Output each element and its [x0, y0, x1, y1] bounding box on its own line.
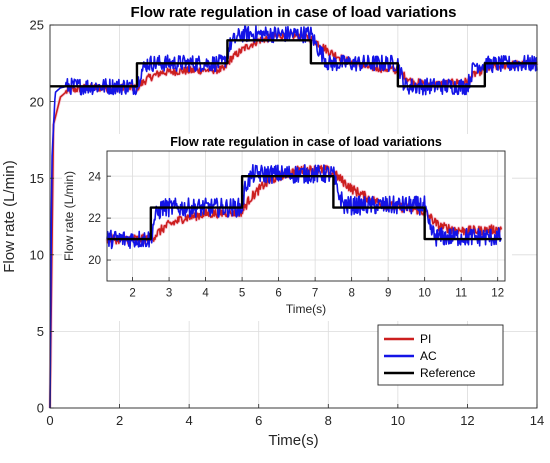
- x-tick-label: 12: [491, 288, 504, 300]
- series-ac-line: [106, 164, 503, 250]
- axes-frame: [106, 150, 506, 282]
- x-tick-label: 7: [312, 288, 318, 300]
- inset-title: Flow rate regulation in case of load var…: [170, 135, 442, 149]
- series-ac-line: [49, 25, 538, 409]
- y-tick-label: 10: [30, 247, 44, 262]
- axes-frame: [49, 24, 538, 409]
- legend-label-pi: PI: [420, 332, 431, 346]
- y-axis-label: Flow rate (L/min): [1, 160, 18, 273]
- y-tick-label: 0: [37, 401, 44, 416]
- chart-title: Flow rate regulation in case of load var…: [131, 4, 457, 21]
- x-tick-label: 2: [129, 288, 135, 300]
- x-tick-label: 3: [166, 288, 172, 300]
- x-axis-label: Time(s): [286, 302, 326, 316]
- series-reference-line: [107, 174, 502, 241]
- y-tick-label: 20: [88, 255, 101, 267]
- y-tick-label: 24: [88, 171, 101, 183]
- x-tick-label: 8: [348, 288, 354, 300]
- x-tick-label: 4: [202, 288, 209, 300]
- x-tick-label: 6: [275, 288, 281, 300]
- x-tick-label: 11: [455, 288, 467, 300]
- series-reference-line: [50, 39, 537, 88]
- x-tick-label: 10: [418, 288, 431, 300]
- legend: PI AC Reference: [377, 324, 504, 386]
- x-tick-label: 4: [186, 413, 193, 428]
- x-tick-label: 8: [325, 413, 332, 428]
- x-axis-label: Time(s): [268, 432, 318, 449]
- legend-label-ac: AC: [420, 349, 437, 363]
- x-tick-label: 14: [530, 413, 544, 428]
- x-tick-label: 5: [239, 288, 245, 300]
- inset-chart: 2 3 4 5 6 7 8 9 10 11 12 20 22 24 Time(s) Flow rate (L/…: [62, 134, 512, 321]
- y-tick-label: 15: [30, 171, 44, 186]
- y-tick-label: 22: [88, 213, 101, 225]
- y-tick-label: 20: [30, 94, 44, 109]
- x-tick-label: 10: [391, 413, 405, 428]
- x-tick-label: 6: [255, 413, 262, 428]
- x-tick-label: 0: [46, 413, 53, 428]
- x-tick-label: 12: [460, 413, 474, 428]
- x-tick-label: 9: [385, 288, 391, 300]
- y-tick-label: 25: [30, 18, 44, 33]
- legend-label-reference: Reference: [420, 366, 476, 380]
- x-tick-label: 2: [116, 413, 123, 428]
- y-axis-label: Flow rate (L/min): [62, 171, 76, 261]
- y-tick-label: 5: [37, 324, 44, 339]
